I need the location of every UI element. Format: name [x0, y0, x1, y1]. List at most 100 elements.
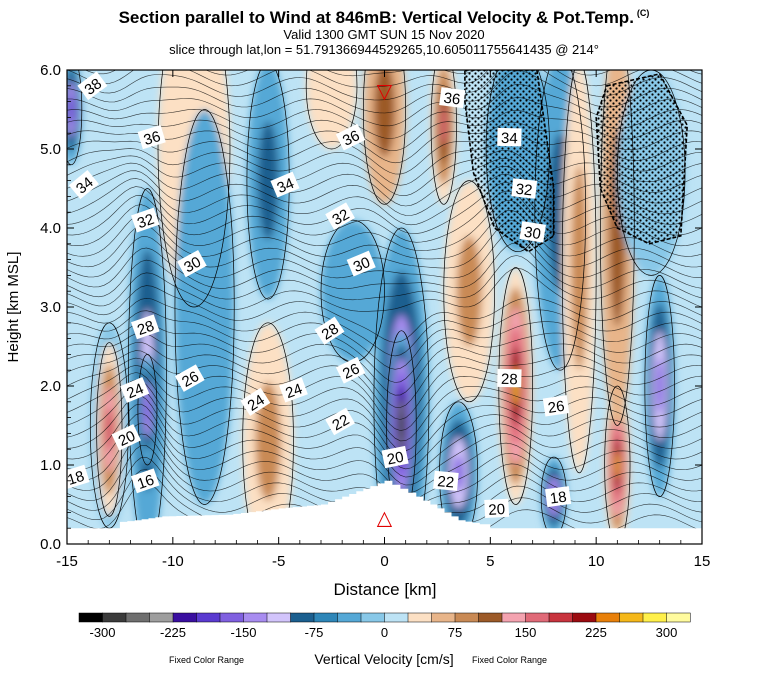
theta-contour [67, 297, 702, 357]
velocity-contour [242, 322, 294, 544]
y-tick-label: 0.0 [40, 536, 61, 553]
theta-label-box [279, 377, 308, 403]
theta-label-box [137, 124, 166, 150]
colorbar-label: Vertical Velocity [cm/s] [314, 651, 453, 667]
theta-label: 34 [68, 170, 99, 200]
theta-label: 34 [270, 171, 300, 198]
colorbar-tick-label: -75 [305, 625, 324, 640]
theta-label-text: 28 [501, 371, 518, 388]
theta-label-text: 28 [319, 320, 342, 343]
theta-contour [67, 132, 702, 175]
theta-label: 32 [325, 202, 355, 230]
theta-label-box [497, 127, 522, 147]
y-tick-label: 4.0 [40, 220, 61, 237]
x-tick-label: -10 [162, 553, 184, 570]
theta-contour [67, 322, 702, 383]
wind-marker-bottom: △ [377, 505, 393, 529]
x-tick-label: -15 [56, 553, 78, 570]
theta-label: 24 [240, 387, 271, 416]
theta-label: 18 [545, 486, 572, 508]
velocity-feature [306, 70, 357, 149]
colorbar-tick-label: 150 [515, 625, 537, 640]
velocity-contour [362, 70, 407, 205]
theta-label-box [335, 123, 366, 151]
colorbar-swatch [313, 612, 339, 623]
velocity-feature [174, 109, 235, 505]
theta-label-box [240, 387, 271, 416]
theta-label-box [439, 87, 466, 109]
theta-label-box [131, 314, 160, 340]
stipple-regions [464, 70, 689, 253]
theta-labels: 38 36 34 32 30 28 26 24 20 18 16 24 24 34 36 32 30 28 26 22… [61, 71, 572, 519]
theta-contour [67, 412, 702, 494]
velocity-contour [157, 70, 231, 308]
theta-label-box [519, 221, 546, 243]
theta-label: 28 [497, 368, 522, 388]
theta-label-text: 20 [386, 449, 406, 469]
slice-info: slice through lat,lon = 51.7913669445292… [169, 42, 599, 57]
theta-contour [67, 181, 702, 234]
theta-label-text: 30 [351, 254, 373, 276]
theta-label-text: 36 [443, 90, 462, 109]
theta-label-box [497, 368, 522, 388]
theta-contour [67, 372, 702, 452]
theta-label: 36 [439, 87, 466, 109]
velocity-contour [430, 70, 457, 205]
x-axis-label: Distance [km] [334, 580, 437, 599]
colorbar-swatch [78, 612, 104, 623]
theta-contour [67, 267, 702, 312]
velocity-contour [96, 342, 123, 517]
x-tick-label: -5 [272, 553, 285, 570]
y-tick-label: 1.0 [40, 457, 61, 474]
velocity-feature [456, 235, 482, 347]
theta-label-text: 20 [116, 427, 138, 450]
theta-label-box [68, 170, 99, 200]
colorbar-tick-label: 300 [656, 625, 678, 640]
theta-contour [67, 341, 702, 408]
velocity-feature [106, 407, 113, 452]
colorbar-swatch [149, 612, 174, 623]
colorbar-swatch [525, 612, 550, 623]
colorbar-swatch [196, 612, 221, 623]
colorbar-tick-label: 0 [381, 625, 388, 640]
theta-label: 36 [335, 123, 366, 151]
velocity-contour [137, 354, 158, 466]
colorbar-swatch [172, 612, 198, 623]
velocity-feature [255, 382, 281, 501]
theta-label: 22 [433, 470, 459, 492]
theta-contour [67, 332, 702, 396]
theta-contour [67, 70, 702, 114]
theta-label-text: 34 [73, 174, 97, 198]
colorbar-swatch [407, 612, 433, 623]
theta-label-text: 30 [181, 253, 204, 276]
theta-contour [67, 310, 702, 370]
theta-label-box [542, 395, 570, 417]
theta-label-text: 32 [515, 181, 533, 200]
y-tick-label: 6.0 [40, 62, 61, 79]
theta-label-box [314, 316, 345, 345]
colorbar-swatch [666, 612, 691, 623]
colorbar-tick-label: -150 [230, 625, 256, 640]
theta-label: 24 [279, 377, 308, 403]
colorbar-swatch [572, 612, 597, 623]
theta-label-box [61, 464, 90, 490]
theta-contour [67, 403, 702, 486]
colorbar-tick-label: 75 [448, 625, 462, 640]
theta-label-box [325, 407, 355, 436]
colorbar-swatch [337, 612, 362, 623]
colorbar-swatch [619, 612, 644, 623]
velocity-feature [145, 395, 150, 424]
theta-contour [67, 149, 702, 197]
velocity-feature [440, 105, 447, 146]
colorbar-tick-label: -225 [160, 625, 186, 640]
velocity-contour [305, 70, 358, 150]
x-tick-label: 10 [588, 553, 605, 570]
theta-label-text: 32 [329, 206, 352, 229]
velocity-feature [615, 451, 620, 479]
theta-contour [67, 158, 702, 207]
theta-contour [67, 350, 702, 420]
velocity-feature [570, 164, 588, 371]
theta-label-text: 22 [437, 473, 455, 491]
velocity-feature [257, 121, 279, 240]
theta-label-box [77, 71, 108, 101]
